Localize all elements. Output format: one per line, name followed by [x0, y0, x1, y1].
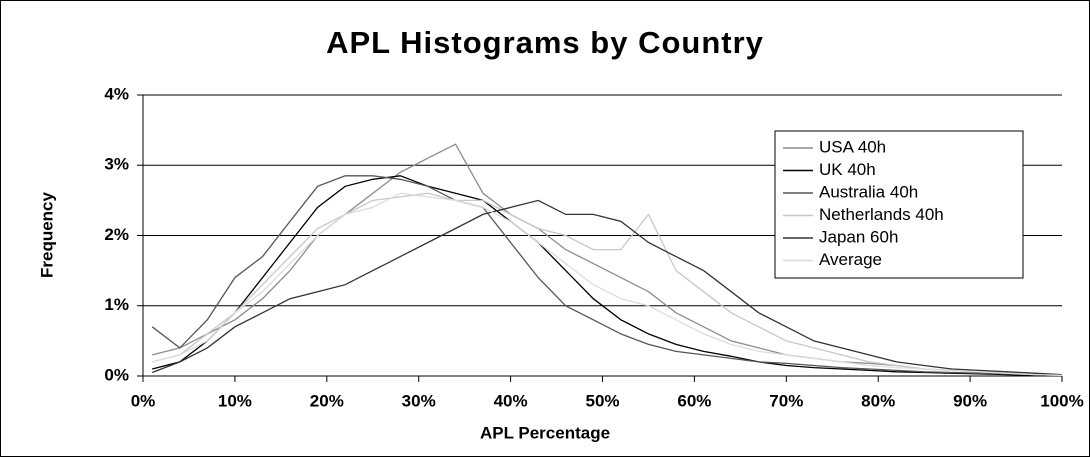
x-tick-label: 40%	[494, 391, 528, 410]
chart-title: APL Histograms by Country	[326, 25, 764, 60]
x-tick-label: 10%	[218, 391, 252, 410]
legend-label: UK 40h	[819, 160, 876, 179]
x-tick-label: 20%	[310, 391, 344, 410]
legend-label: Average	[819, 250, 882, 269]
x-tick-label: 50%	[585, 391, 619, 410]
y-tick-label: 0%	[104, 365, 129, 384]
y-tick-label: 1%	[104, 295, 129, 314]
y-tick-label: 3%	[104, 155, 129, 174]
legend-label: Japan 60h	[819, 227, 898, 246]
y-axis-label: Frequency	[37, 191, 56, 278]
x-tick-label: 70%	[769, 391, 803, 410]
legend-label: USA 40h	[819, 137, 886, 156]
x-tick-label: 100%	[1040, 391, 1083, 410]
x-axis-label: APL Percentage	[480, 423, 610, 442]
x-tick-label: 90%	[953, 391, 987, 410]
x-tick-label: 80%	[861, 391, 895, 410]
legend-label: Australia 40h	[819, 182, 918, 201]
x-tick-label: 0%	[131, 391, 156, 410]
series-line	[151, 175, 1063, 376]
series-line	[152, 175, 1062, 376]
series-line	[151, 199, 1063, 376]
legend-box	[774, 130, 1024, 279]
y-tick-label: 2%	[104, 225, 129, 244]
x-tick-label: 60%	[677, 391, 711, 410]
x-tick-label: 30%	[402, 391, 436, 410]
y-tick-label: 4%	[104, 84, 129, 103]
series-line	[152, 192, 1063, 376]
legend-label: Netherlands 40h	[819, 205, 944, 224]
series-line	[152, 192, 1063, 376]
